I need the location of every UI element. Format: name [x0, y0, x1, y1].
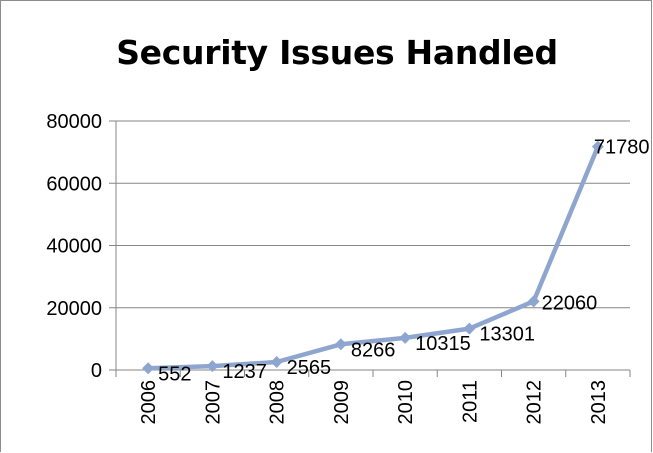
data-label: 1237 [222, 361, 267, 383]
chart-title: Security Issues Handled [116, 33, 558, 72]
data-label: 13301 [479, 324, 535, 346]
x-tick-label: 2008 [267, 380, 289, 425]
x-tick-label: 2010 [395, 380, 417, 425]
data-point-marker [463, 322, 476, 335]
x-tick-label: 2012 [524, 380, 546, 425]
x-tick-label: 2006 [138, 380, 160, 425]
data-label: 552 [158, 363, 191, 385]
y-tick-label: 60000 [46, 173, 102, 195]
y-tick-label: 0 [91, 360, 102, 382]
y-tick-label: 20000 [46, 298, 102, 320]
data-label: 22060 [542, 292, 598, 314]
data-point-marker [270, 356, 283, 369]
data-label: 10315 [415, 333, 471, 355]
data-point-marker [527, 295, 540, 308]
y-tick-label: 40000 [46, 236, 102, 258]
data-label: 8266 [351, 339, 396, 361]
data-point-marker [399, 331, 412, 344]
series-line [145, 144, 601, 371]
data-point-marker [206, 360, 219, 373]
x-tick-label: 2007 [202, 380, 224, 425]
x-tick-label: 2013 [588, 380, 610, 425]
data-label: 2565 [287, 357, 332, 379]
x-tick-label: 2009 [331, 380, 353, 425]
data-point-marker [334, 338, 347, 351]
y-tick-label: 80000 [46, 111, 102, 133]
data-label: 71780 [594, 137, 650, 159]
data-point-marker [591, 140, 604, 153]
data-point-marker [142, 362, 155, 375]
x-tick-label: 2011 [459, 380, 481, 423]
